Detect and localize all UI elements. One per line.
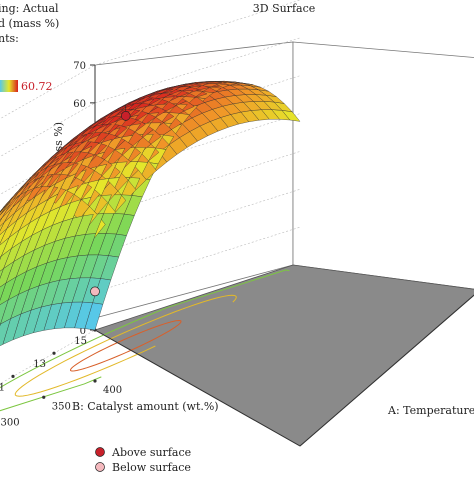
- legend-label-below: Below surface: [112, 461, 191, 474]
- design-point-0: [121, 111, 130, 120]
- header-line-1: ing: Actual: [0, 2, 59, 15]
- x-tick-label-3: 350: [52, 401, 71, 412]
- x-tick-label-4: 400: [103, 385, 122, 396]
- x-tick-mark-3: [42, 396, 45, 399]
- x-tick-mark-4: [93, 379, 96, 382]
- y-tick-label-3: 11: [0, 382, 5, 393]
- y-axis-label: B: Catalyst amount (wt.%): [72, 400, 219, 413]
- legend-marker-above: [96, 448, 105, 457]
- legend-label-above: Above surface: [111, 446, 191, 459]
- z-tick-label-7: 70: [73, 61, 86, 72]
- x-axis-label: A: Temperature (Deg): [387, 404, 474, 417]
- y-tick-label-4: 13: [33, 359, 46, 370]
- design-point-1: [91, 287, 100, 296]
- legend: Above surface Below surface: [96, 446, 192, 474]
- color-scale-max-label: 60.72: [21, 80, 53, 93]
- legend-marker-below: [96, 463, 105, 472]
- z-tick-label-6: 60: [73, 99, 86, 110]
- chart-title: 3D Surface: [253, 2, 316, 15]
- y-tick-mark-4: [52, 352, 55, 355]
- header-line-2: d (mass %): [0, 17, 59, 30]
- y-tick-mark-3: [11, 375, 14, 378]
- header-line-3: nts:: [0, 32, 19, 45]
- right-back-wall: [293, 42, 474, 290]
- x-tick-label-2: 300: [1, 418, 20, 429]
- y-tick-label-5: 15: [74, 336, 87, 347]
- color-scale-bar: [0, 80, 18, 92]
